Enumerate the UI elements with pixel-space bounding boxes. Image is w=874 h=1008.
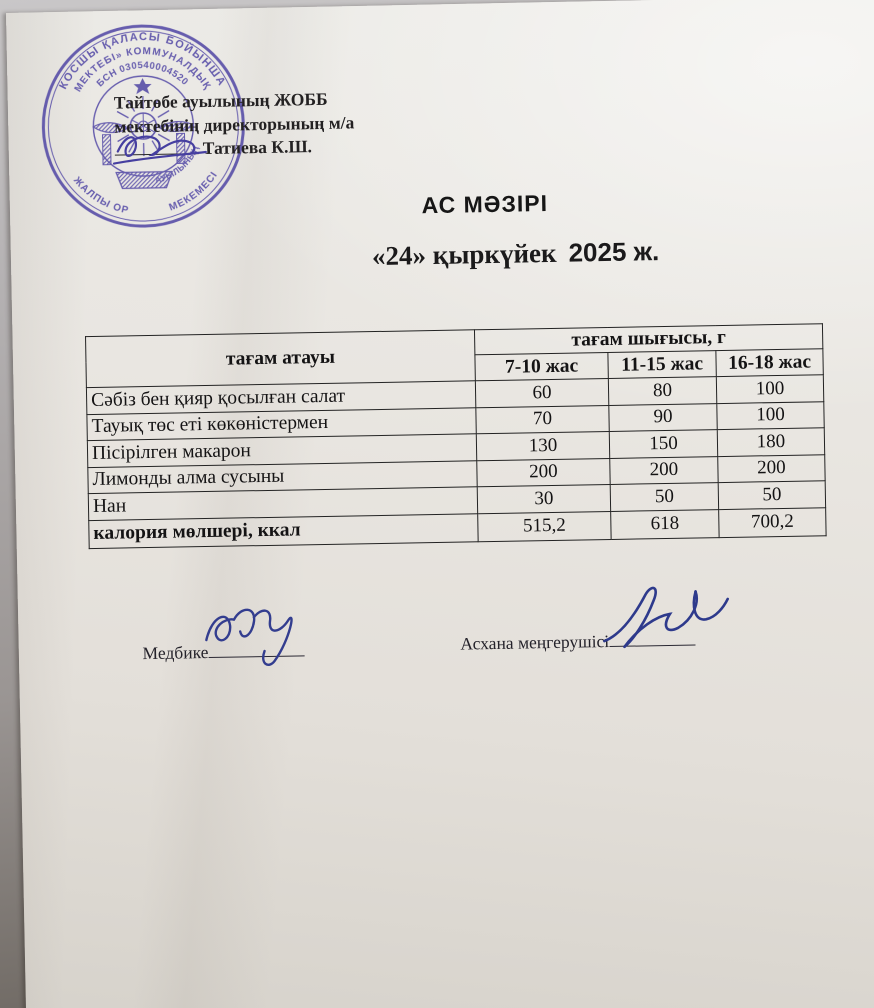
- col-header-age-3: 16-18 жас: [715, 348, 824, 377]
- dish-portion: 80: [608, 376, 717, 405]
- canteen-manager-signature-line: [608, 631, 696, 648]
- col-header-age-1: 7-10 жас: [474, 352, 609, 381]
- total-value: 618: [610, 509, 720, 539]
- dish-portion: 60: [475, 378, 609, 408]
- dish-portion: 100: [716, 374, 824, 404]
- date-year: 2025 ж.: [568, 236, 660, 268]
- dish-portion: 70: [475, 404, 610, 434]
- dish-portion: 100: [716, 401, 825, 430]
- approval-signatory-name: Татиева К.Ш.: [202, 136, 313, 159]
- approval-signature-line: [114, 139, 199, 156]
- menu-table: тағам атауы тағам шығысы, г 7-10 жас 11-…: [85, 323, 827, 549]
- canteen-manager-label: Асхана меңгерушісі: [460, 631, 610, 654]
- approval-block: Тайтөбе ауылының ЖОББ мектебінің директо…: [114, 86, 415, 162]
- dish-portion: 150: [609, 429, 718, 458]
- official-round-stamp-icon: КОСШЫ ҚАЛАСЫ БОЙЫНША МЕКТЕБІ» КОММУНАЛДЫ…: [41, 24, 245, 228]
- dish-portion: 200: [476, 457, 611, 487]
- nurse-signature-line: [208, 642, 305, 659]
- total-value: 700,2: [718, 507, 827, 538]
- dish-portion: 50: [718, 480, 826, 510]
- total-label: калория мөлшері, ккал: [88, 513, 479, 549]
- date-day-month: «24» қыркүйек: [371, 237, 557, 272]
- nurse-signature-block: Медбике: [142, 640, 305, 664]
- date-line: «24» қыркүйек 2025 ж.: [25, 230, 874, 278]
- total-value: 515,2: [477, 510, 612, 542]
- dish-portion: 90: [608, 403, 718, 432]
- dish-portion: 180: [717, 427, 825, 457]
- canteen-manager-signature-block: Асхана меңгерушісі: [460, 630, 696, 655]
- nurse-label: Медбике: [142, 642, 209, 664]
- dish-portion: 200: [609, 456, 719, 485]
- dish-portion: 30: [477, 484, 611, 514]
- dish-portion: 50: [610, 482, 719, 511]
- dish-portion: 200: [717, 454, 826, 483]
- col-header-dish: тағам атауы: [85, 329, 476, 388]
- approval-signatory: Татиева К.Ш.: [114, 133, 415, 162]
- col-header-age-2: 11-15 жас: [607, 350, 717, 379]
- nurse-signature-icon: [205, 608, 293, 666]
- dish-portion: 130: [476, 431, 610, 461]
